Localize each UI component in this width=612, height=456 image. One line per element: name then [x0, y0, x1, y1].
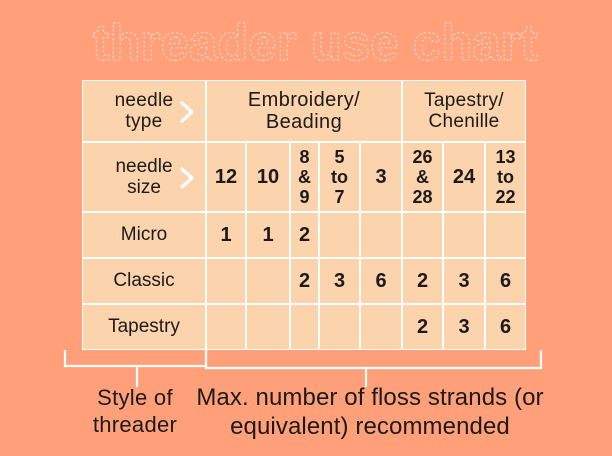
svg-text:threader use chart: threader use chart — [92, 14, 537, 71]
